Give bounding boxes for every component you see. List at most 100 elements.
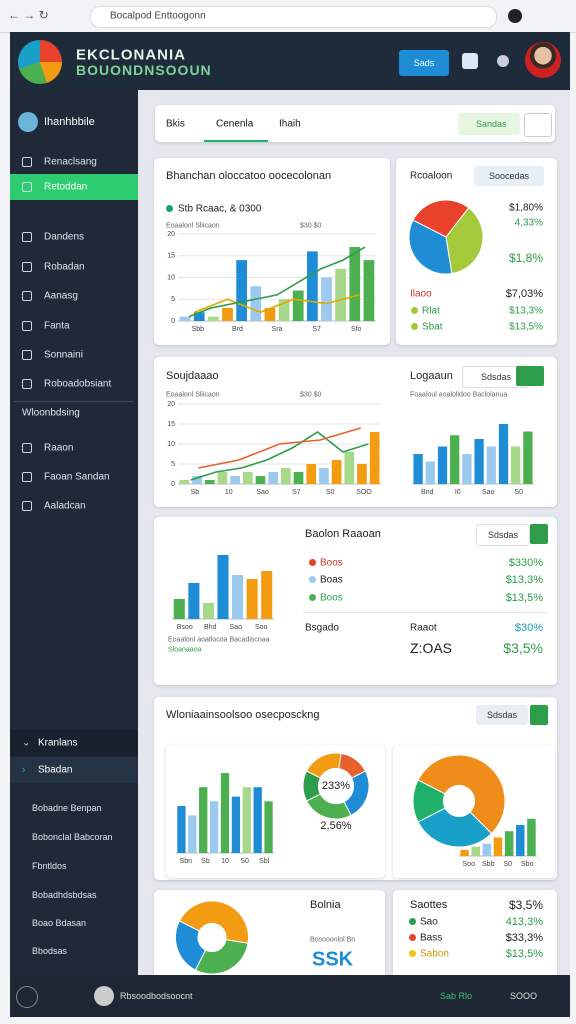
- legend-dot: [411, 307, 418, 314]
- nav-link[interactable]: Fbntldos: [32, 861, 67, 871]
- bar: [281, 468, 291, 484]
- x-tick-label: Sbn: [180, 858, 193, 865]
- chip[interactable]: Sdsdas: [476, 524, 530, 546]
- bar: [344, 452, 355, 484]
- nav-item[interactable]: Retoddan: [44, 181, 88, 193]
- nav-icon: [22, 262, 32, 272]
- url: Bocalpod Enttoogonn: [110, 10, 206, 22]
- nav-link[interactable]: Bobonclal Babcoran: [32, 832, 113, 842]
- card-title: Baolon Raaoan: [305, 528, 381, 540]
- stat: $3,5%: [508, 898, 543, 912]
- tab[interactable]: Cenenla: [216, 118, 254, 130]
- bar: [242, 472, 253, 484]
- row-label: Bass: [420, 932, 443, 944]
- nav-section[interactable]: Kranlans: [38, 737, 78, 749]
- nav-item[interactable]: Raaon: [44, 442, 74, 454]
- y-tick-label: 0: [171, 318, 175, 325]
- chip[interactable]: Sdsdas: [476, 705, 528, 725]
- bar: [204, 480, 215, 484]
- nav-section[interactable]: Sbadan: [38, 764, 73, 776]
- profile-icon[interactable]: [508, 9, 522, 23]
- nav-item[interactable]: Fanta: [44, 320, 70, 332]
- app-subtitle: BOUONDNSOOUN: [76, 62, 212, 78]
- nav-item[interactable]: Aanasg: [44, 290, 78, 302]
- x-tick-label: Sao: [230, 624, 243, 631]
- legend-dot: [309, 594, 316, 601]
- caption: Foaaloul aoalolidoo Baclolanua: [410, 391, 508, 399]
- nav-item[interactable]: Aaladcan: [44, 500, 86, 512]
- chip-icon[interactable]: [516, 366, 544, 386]
- donut-chart: [175, 900, 249, 975]
- bar: [369, 432, 380, 484]
- nav-item[interactable]: Roboadobsiant: [44, 378, 112, 390]
- foot-value: $30%: [514, 622, 543, 634]
- nav-icon: [22, 291, 32, 301]
- x-tick-label: Sra: [272, 326, 283, 333]
- chip[interactable]: Soocedas: [474, 166, 544, 186]
- row-label: Sbat: [422, 321, 443, 333]
- x-tick-label: Sb: [191, 489, 200, 496]
- user-name: Ihanhbbile: [44, 116, 95, 128]
- bar: [357, 464, 367, 484]
- divider: [303, 612, 548, 613]
- avatar[interactable]: [525, 42, 561, 78]
- line: [194, 294, 360, 314]
- x-tick-label: S7: [292, 489, 301, 496]
- nav-item[interactable]: Robadan: [44, 261, 85, 273]
- divider: [14, 401, 134, 402]
- nav-link[interactable]: Bobadne Benpan: [32, 803, 102, 813]
- pie-slice: [178, 900, 249, 944]
- chip-icon[interactable]: [530, 705, 548, 725]
- nav-link[interactable]: Bobadhdsbdsas: [32, 890, 97, 900]
- bar: [482, 843, 492, 856]
- y-tick-label: 10: [167, 441, 175, 448]
- header-button[interactable]: Sads: [399, 50, 449, 76]
- x-tick-label: Sb: [201, 858, 210, 865]
- nav-buttons[interactable]: ← → ↻: [8, 8, 49, 22]
- chip[interactable]: Sdsdas: [462, 366, 530, 388]
- footer-avatar: [94, 986, 114, 1006]
- menu-button[interactable]: [16, 986, 38, 1008]
- tab-button-label[interactable]: Sandas: [476, 119, 507, 129]
- bar: [199, 787, 208, 853]
- nav-icon: [22, 321, 32, 331]
- x-tick-label: 10: [225, 489, 233, 496]
- nav-item[interactable]: Renaclsang: [44, 156, 97, 168]
- tab-button[interactable]: [458, 113, 520, 135]
- nav-icon: [22, 232, 32, 242]
- nav-link[interactable]: Bbodsas: [32, 946, 68, 956]
- x-tick-label: Sfo: [351, 326, 362, 333]
- tab[interactable]: Ihaih: [279, 118, 301, 130]
- chat-icon[interactable]: [497, 55, 509, 67]
- footer-status: Sab Rlo: [440, 991, 473, 1001]
- bar: [202, 603, 214, 619]
- tab[interactable]: Bkis: [166, 118, 185, 130]
- caption: Eoaalonl Sliicaon: [166, 391, 220, 399]
- line: [188, 246, 366, 318]
- nav-item[interactable]: Sonnaini: [44, 349, 83, 361]
- row-value: $330%: [508, 557, 543, 569]
- donut-chart: [302, 752, 370, 820]
- pie-slice: [412, 199, 470, 238]
- address-bar[interactable]: [90, 6, 497, 28]
- nav-item[interactable]: Wloonbdsing: [22, 407, 80, 419]
- nav-item[interactable]: Faoan Sandan: [44, 471, 110, 483]
- search-button[interactable]: [524, 113, 552, 137]
- row-value: $13,5%: [505, 592, 543, 604]
- icon-button[interactable]: [462, 53, 478, 69]
- chip-icon[interactable]: [530, 524, 548, 544]
- bar: [462, 454, 472, 484]
- bar: [306, 464, 317, 484]
- nav-icon: [22, 472, 32, 482]
- footer-user: Rbsoodbodsoocnt: [120, 991, 193, 1001]
- bar: [264, 307, 276, 321]
- bar: [292, 290, 304, 321]
- nav-item[interactable]: Dandens: [44, 231, 85, 243]
- x-tick-label: S0: [514, 489, 523, 496]
- caption: $30 $0: [300, 222, 322, 230]
- line: [190, 431, 369, 481]
- nav-link[interactable]: Boao Bdasan: [32, 918, 87, 928]
- x-tick-label: 10: [221, 858, 229, 865]
- legend-dot: [309, 559, 316, 566]
- x-tick-label: Sbb: [482, 861, 495, 868]
